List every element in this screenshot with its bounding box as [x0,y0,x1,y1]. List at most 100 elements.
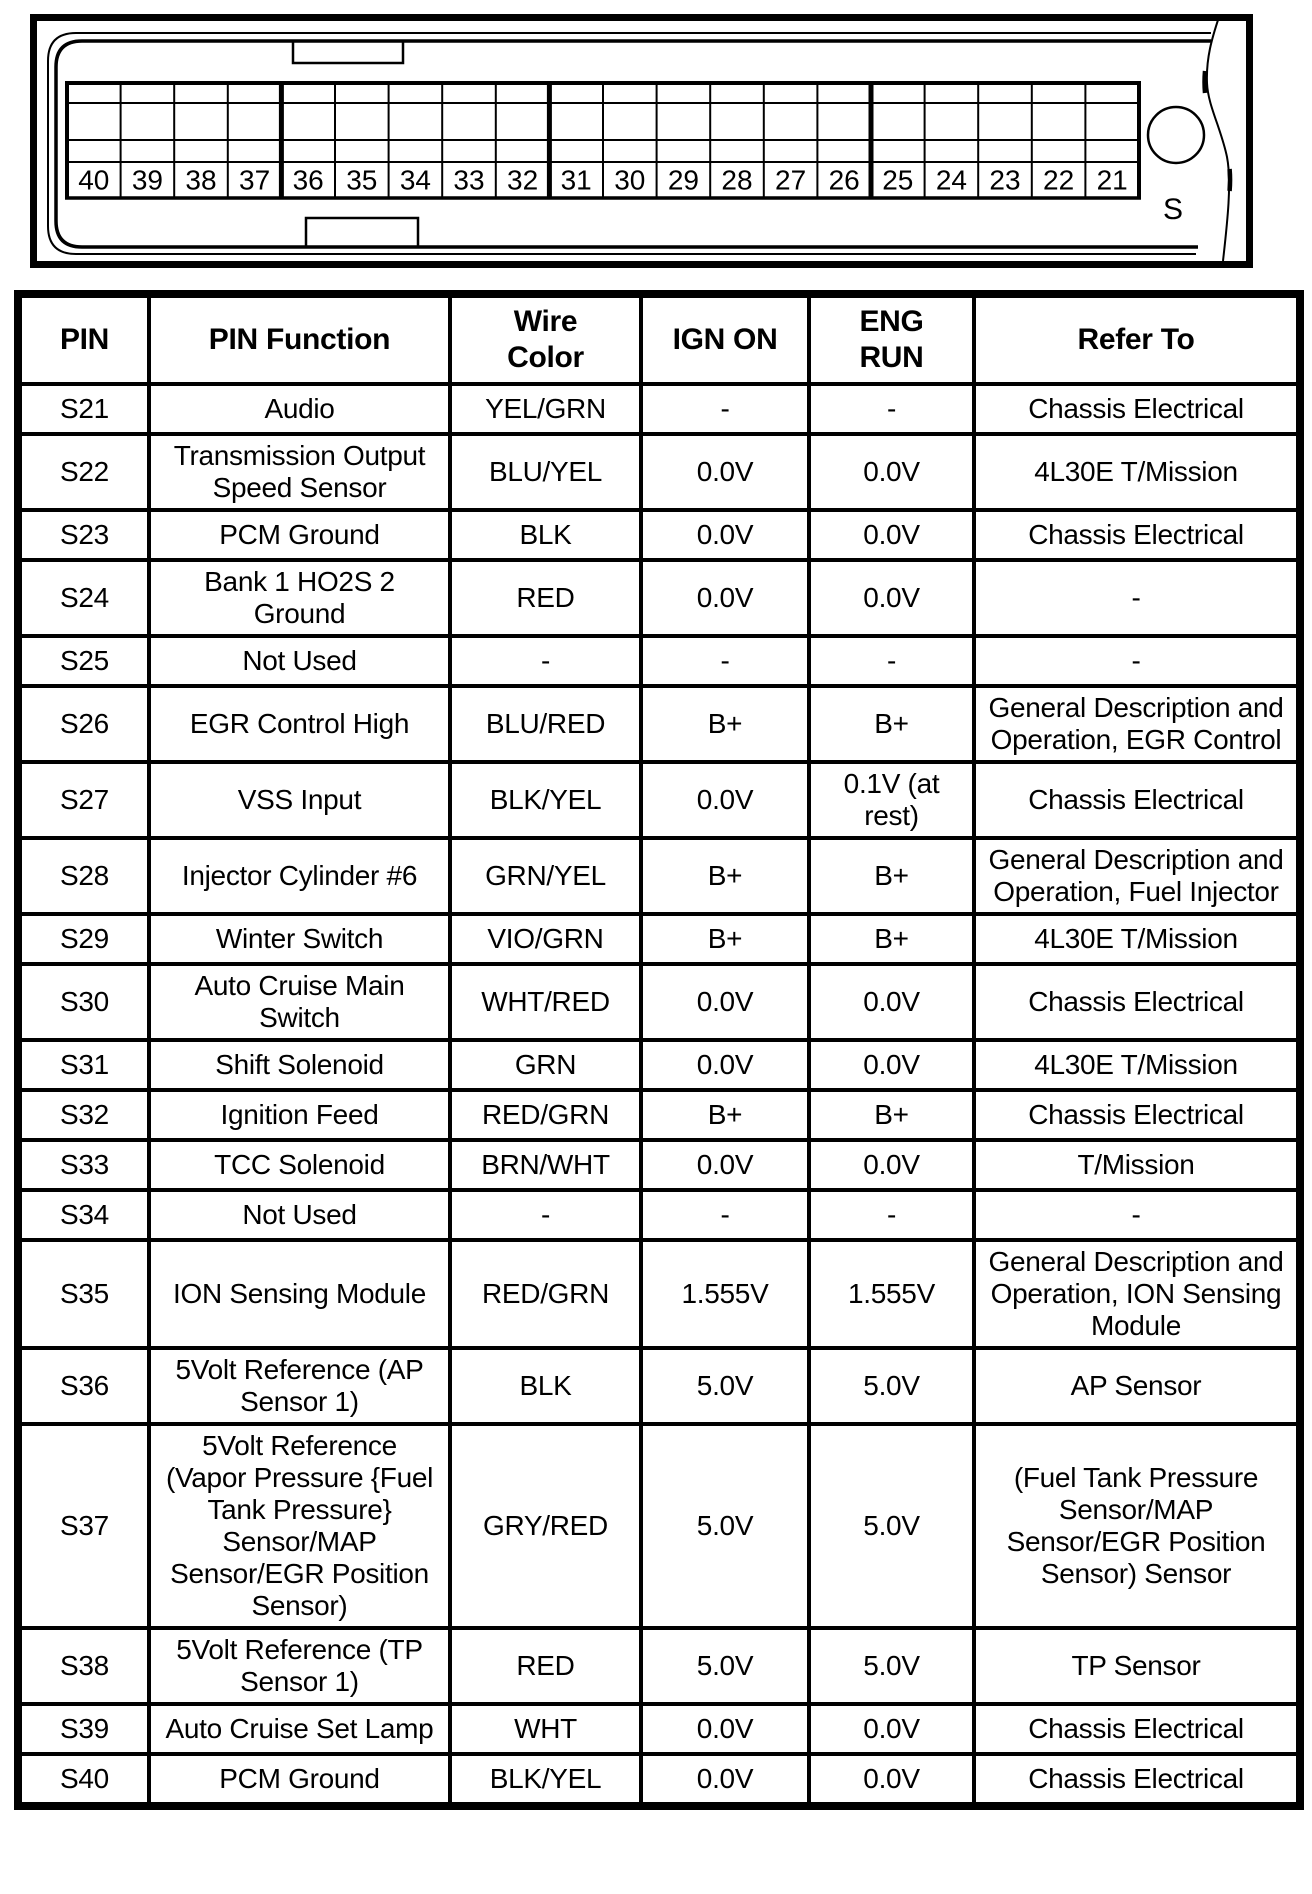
cell-refer_to: 4L30E T/Mission [972,1038,1302,1092]
column-header: PIN Function [147,292,452,386]
cell-eng_run: - [807,1188,976,1242]
cell-function: ION Sensing Module [147,1238,452,1350]
cell-pin: S35 [16,1238,151,1350]
pin-number: 23 [989,165,1020,196]
cell-function: Injector Cylinder #6 [147,836,452,916]
cell-ign_on: 0.0V [639,962,811,1042]
cell-refer_to: General Description and Operation, Fuel … [972,836,1302,916]
pin-number: 33 [453,165,484,196]
bottom-tab [304,216,420,246]
column-header: Refer To [972,292,1302,386]
cell-refer_to: - [972,558,1302,638]
table-header-row: PIN PIN Function Wire Color IGN ON ENG RUN Re… [16,292,1302,386]
housing-outline-outer [47,32,1211,255]
cell-eng_run: 0.0V [807,558,976,638]
pin-number: 24 [936,165,967,196]
cell-pin: S23 [16,508,151,562]
cell-pin: S27 [16,760,151,840]
cell-refer_to: Chassis Electrical [972,962,1302,1042]
cell-eng_run: 0.0V [807,1702,976,1756]
pin-number: 31 [561,165,592,196]
cell-refer_to: TP Sensor [972,1626,1302,1706]
pin-number: 38 [185,165,216,196]
table-row: S23 PCM Ground BLK 0.0V 0.0V Chassis Electric… [16,508,1302,562]
cell-refer_to: Chassis Electrical [972,508,1302,562]
cell-ign_on: 0.0V [639,760,811,840]
pin-number: 27 [775,165,806,196]
cell-eng_run: B+ [807,684,976,764]
cell-pin: S30 [16,962,151,1042]
cell-function: Audio [147,382,452,436]
pin-table: PIN PIN Function Wire Color IGN ON ENG RUN Re… [14,290,1304,1810]
table-row: S33 TCC Solenoid BRN/WHT 0.0V 0.0V T/Mission [16,1138,1302,1192]
column-header: ENG RUN [807,292,976,386]
cell-refer_to: - [972,634,1302,688]
table-row: S39 Auto Cruise Set Lamp WHT 0.0V 0.0V Chassi… [16,1702,1302,1756]
cell-pin: S32 [16,1088,151,1142]
pin-number: 36 [293,165,324,196]
table-row: S24 Bank 1 HO2S 2 Ground RED 0.0V 0.0V - [16,558,1302,638]
cell-refer_to: T/Mission [972,1138,1302,1192]
cell-eng_run: 5.0V [807,1346,976,1426]
pin-number: 32 [507,165,538,196]
table-row: S38 5Volt Reference (TP Sensor 1) RED 5.0V 5… [16,1626,1302,1706]
cell-pin: S25 [16,634,151,688]
cell-ign_on: 0.0V [639,1138,811,1192]
cell-pin: S34 [16,1188,151,1242]
cell-eng_run: 0.0V [807,508,976,562]
cell-function: EGR Control High [147,684,452,764]
cell-ign_on: 0.0V [639,1752,811,1808]
cell-eng_run: 0.0V [807,1038,976,1092]
table-row: S30 Auto Cruise Main Switch WHT/RED 0.0V 0.0… [16,962,1302,1042]
table-row: S37 5Volt Reference (Vapor Pressure {Fuel… [16,1422,1302,1630]
cell-ign_on: B+ [639,836,811,916]
cell-ign_on: B+ [639,1088,811,1142]
cell-pin: S36 [16,1346,151,1426]
cell-refer_to: 4L30E T/Mission [972,912,1302,966]
cell-function: Winter Switch [147,912,452,966]
cell-ign_on: - [639,1188,811,1242]
table-row: S40 PCM Ground BLK/YEL 0.0V 0.0V Chassis Elec… [16,1752,1302,1808]
table-row: S36 5Volt Reference (AP Sensor 1) BLK 5.0V 5… [16,1346,1302,1426]
column-header: PIN [16,292,151,386]
cell-eng_run: B+ [807,1088,976,1142]
cell-eng_run: 0.0V [807,432,976,512]
pin-number: 40 [78,165,109,196]
cell-ign_on: 5.0V [639,1626,811,1706]
cell-pin: S26 [16,684,151,764]
housing-outline-inner [54,39,1211,249]
connector-grid: 40 39 38 37 36 35 34 33 32 31 30 29 28 27 26 25 24 23 22 21 [65,81,1141,200]
cell-function: PCM Ground [147,508,452,562]
table-row: S34 Not Used - - - - [16,1188,1302,1242]
table-row: S31 Shift Solenoid GRN 0.0V 0.0V 4L30E T/Miss… [16,1038,1302,1092]
cell-wire_color: BLK/YEL [448,1752,643,1808]
cell-pin: S33 [16,1138,151,1192]
cell-ign_on: 0.0V [639,558,811,638]
cell-pin: S38 [16,1626,151,1706]
pin-number: 21 [1097,165,1128,196]
cell-wire_color: - [448,634,643,688]
cell-refer_to: Chassis Electrical [972,1752,1302,1808]
cell-ign_on: 0.0V [639,508,811,562]
cell-wire_color: WHT [448,1702,643,1756]
cell-function: Bank 1 HO2S 2 Ground [147,558,452,638]
cell-wire_color: YEL/GRN [448,382,643,436]
cell-eng_run: B+ [807,912,976,966]
cell-eng_run: - [807,634,976,688]
cell-eng_run: 5.0V [807,1626,976,1706]
cell-wire_color: BLK [448,508,643,562]
cell-function: 5Volt Reference (Vapor Pressure {Fuel Ta… [147,1422,452,1630]
cell-ign_on: 1.555V [639,1238,811,1350]
table-row: S22 Transmission Output Speed Sensor BLU/Y… [16,432,1302,512]
cell-refer_to: Chassis Electrical [972,382,1302,436]
table-row: S29 Winter Switch VIO/GRN B+ B+ 4L30E T/Missi… [16,912,1302,966]
cell-ign_on: - [639,634,811,688]
cell-function: Ignition Feed [147,1088,452,1142]
cell-function: Auto Cruise Main Switch [147,962,452,1042]
cell-eng_run: 5.0V [807,1422,976,1630]
pin-number: 34 [400,165,431,196]
cell-function: Transmission Output Speed Sensor [147,432,452,512]
cell-refer_to: 4L30E T/Mission [972,432,1302,512]
cell-pin: S39 [16,1702,151,1756]
connector-diagram: 40 39 38 37 36 35 34 33 32 31 30 29 28 27 26 25 24 23 22 21… [30,14,1253,268]
